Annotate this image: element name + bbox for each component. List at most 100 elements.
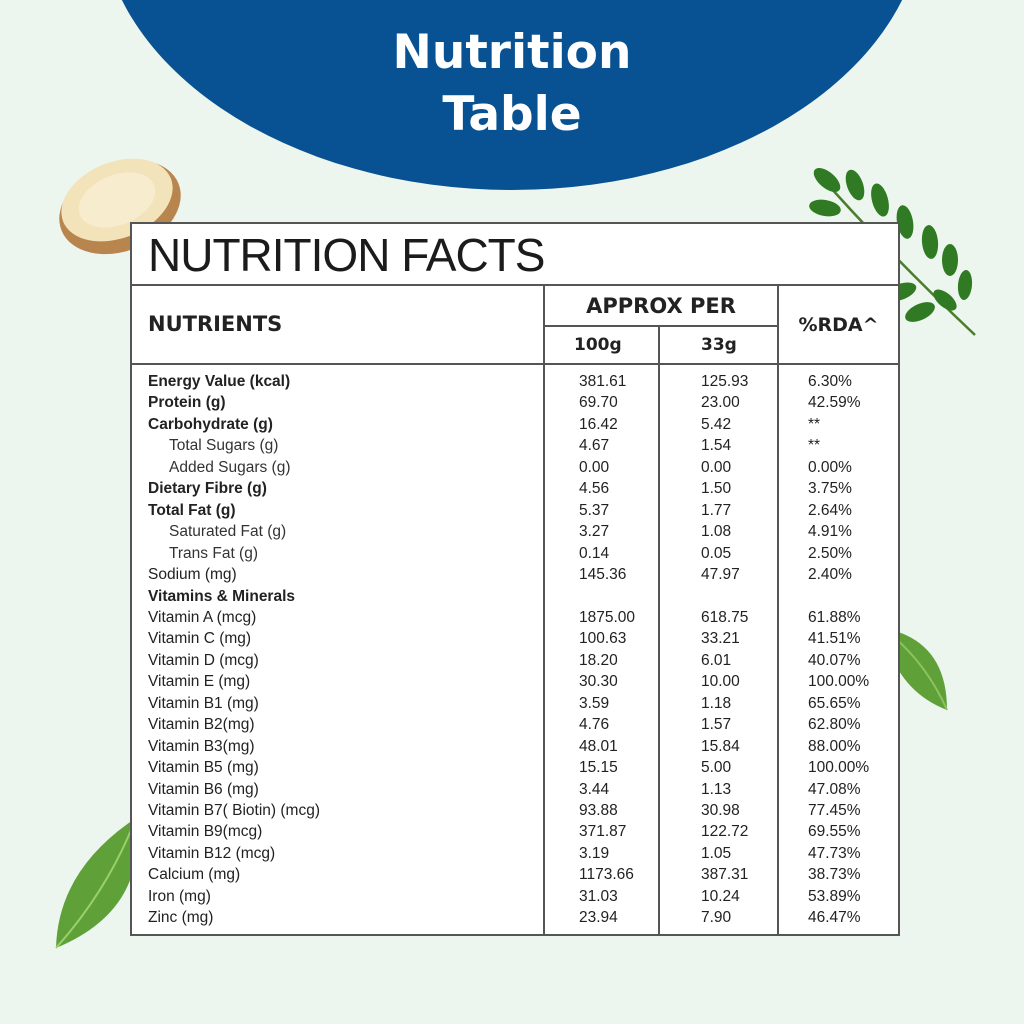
- value-per-100g: 0.14: [579, 544, 610, 562]
- value-per-100g: 4.67: [579, 437, 610, 455]
- value-per-33g: 1.08: [701, 523, 732, 541]
- value-per-100g: 3.44: [579, 780, 610, 798]
- table-row: Trans Fat (g) 0.14 0.05 2.50%: [132, 543, 898, 565]
- nutrient-name: Total Fat (g): [148, 501, 236, 519]
- value-per-100g: 381.61: [579, 373, 627, 390]
- value-per-100g: 3.27: [579, 523, 610, 541]
- value-rda: 88.00%: [808, 737, 861, 755]
- table-row: Vitamin B1 (mg) 3.59 1.18 65.65%: [132, 693, 898, 715]
- table-row: Vitamin A (mcg) 1875.00 618.75 61.88%: [132, 607, 898, 629]
- nutrient-name: Vitamin D (mcg): [148, 651, 259, 669]
- value-per-100g: 16.42: [579, 415, 618, 433]
- value-per-33g: 0.00: [701, 458, 732, 476]
- table-row: Zinc (mg) 23.94 7.90 46.47%: [132, 907, 898, 929]
- nutrient-name: Trans Fat (g): [169, 544, 258, 562]
- value-per-33g: 1.77: [701, 501, 732, 519]
- value-per-33g: 0.05: [701, 544, 732, 562]
- value-per-100g: 145.36: [579, 566, 627, 584]
- value-rda: **: [808, 437, 821, 455]
- nutrient-name: Added Sugars (g): [169, 458, 291, 476]
- value-rda: 40.07%: [808, 651, 861, 669]
- nutrient-name: Vitamin B7( Biotin) (mcg): [148, 802, 320, 819]
- column-divider: [658, 326, 660, 934]
- table-row: Calcium (mg) 1173.66 387.31 38.73%: [132, 864, 898, 886]
- nutrient-name: Zinc (mg): [148, 909, 214, 927]
- table-row: Vitamin C (mg) 100.63 33.21 41.51%: [132, 628, 898, 650]
- value-per-100g: 3.59: [579, 694, 610, 712]
- nutrient-name: Carbohydrate (g): [148, 415, 273, 433]
- nutrient-name: Vitamin B6 (mg): [148, 780, 259, 798]
- value-per-33g: 5.00: [701, 759, 732, 777]
- table-row: Sodium (mg) 145.36 47.97 2.40%: [132, 564, 898, 586]
- value-per-100g: 30.30: [579, 673, 618, 691]
- value-per-100g: 93.88: [579, 802, 618, 819]
- value-rda: 41.51%: [808, 630, 861, 648]
- value-per-100g: 371.87: [579, 823, 627, 841]
- value-per-33g: 1.05: [701, 844, 732, 862]
- table-row: Vitamin B3(mg) 48.01 15.84 88.00%: [132, 736, 898, 758]
- header-33g: 33g: [701, 335, 737, 355]
- value-per-100g: 31.03: [579, 887, 618, 905]
- header-rda: %RDA^: [798, 314, 879, 336]
- value-rda: 77.45%: [808, 802, 861, 819]
- header-approx-per: APPROX PER: [586, 294, 736, 318]
- table-row: Total Sugars (g) 4.67 1.54 **: [132, 435, 898, 457]
- nutrient-name: Iron (mg): [148, 887, 211, 905]
- column-divider: [777, 284, 779, 934]
- value-per-33g: 23.00: [701, 394, 740, 412]
- value-per-100g: 100.63: [579, 630, 627, 648]
- table-row: Protein (g) 69.70 23.00 42.59%: [132, 392, 898, 414]
- table-row: Added Sugars (g) 0.00 0.00 0.00%: [132, 457, 898, 479]
- column-divider: [543, 284, 545, 934]
- value-per-100g: 1173.66: [579, 866, 634, 884]
- table-row: Vitamin B12 (mcg) 3.19 1.05 47.73%: [132, 843, 898, 865]
- value-rda: 47.73%: [808, 844, 861, 862]
- value-per-100g: 5.37: [579, 501, 610, 519]
- table-row: Vitamin B6 (mg) 3.44 1.13 47.08%: [132, 779, 898, 801]
- value-per-100g: 4.76: [579, 716, 610, 734]
- value-per-100g: 69.70: [579, 394, 618, 412]
- nutrient-name: Energy Value (kcal): [148, 373, 291, 390]
- value-per-33g: 30.98: [701, 802, 740, 819]
- value-per-33g: 6.01: [701, 651, 732, 669]
- value-rda: 62.80%: [808, 716, 861, 734]
- nutrient-name: Calcium (mg): [148, 866, 241, 884]
- divider: [132, 363, 898, 365]
- nutrition-facts-heading: NUTRITION FACTS: [148, 229, 545, 281]
- value-per-33g: 125.93: [701, 373, 749, 390]
- table-row: Vitamin E (mg) 30.30 10.00 100.00%: [132, 671, 898, 693]
- nutrient-name: Vitamins & Minerals: [148, 587, 296, 605]
- table-row: Saturated Fat (g) 3.27 1.08 4.91%: [132, 521, 898, 543]
- value-rda: 2.40%: [808, 566, 852, 584]
- table-row: Energy Value (kcal) 381.61 125.93 6.30%: [132, 371, 898, 393]
- value-rda: 2.64%: [808, 501, 852, 519]
- value-rda: 100.00%: [808, 673, 870, 691]
- value-rda: 3.75%: [808, 480, 852, 498]
- nutrition-facts-table: NUTRITION FACTS NUTRIENTS APPROX PER 100…: [130, 222, 900, 936]
- table-row: Iron (mg) 31.03 10.24 53.89%: [132, 886, 898, 908]
- value-per-100g: 4.56: [579, 480, 610, 498]
- value-rda: 46.47%: [808, 909, 861, 927]
- value-per-33g: 10.00: [701, 673, 740, 691]
- table-row: Dietary Fibre (g) 4.56 1.50 3.75%: [132, 478, 898, 500]
- value-per-33g: 1.54: [701, 437, 732, 455]
- value-per-33g: 47.97: [701, 566, 740, 584]
- nutrient-name: Vitamin B3(mg): [148, 737, 255, 755]
- value-per-100g: 18.20: [579, 651, 618, 669]
- nutrient-name: Vitamin B9(mcg): [148, 823, 263, 841]
- value-per-33g: 1.18: [701, 694, 732, 712]
- value-rda: 65.65%: [808, 694, 861, 712]
- page-title-line-2: Table: [442, 87, 582, 142]
- table-row: Vitamin B2(mg) 4.76 1.57 62.80%: [132, 714, 898, 736]
- value-per-33g: 1.13: [701, 780, 732, 798]
- divider: [132, 284, 898, 286]
- value-rda: 47.08%: [808, 780, 861, 798]
- table-row: Vitamin B7( Biotin) (mcg) 93.88 30.98 77.45…: [132, 800, 898, 822]
- value-rda: 6.30%: [808, 373, 852, 390]
- page-title-line-1: Nutrition: [392, 25, 632, 80]
- header-100g: 100g: [574, 335, 622, 355]
- nutrient-name: Vitamin A (mcg): [148, 608, 257, 626]
- green-leaf-icon: [55, 817, 138, 949]
- table-row: Vitamin D (mcg) 18.20 6.01 40.07%: [132, 650, 898, 672]
- value-rda: 69.55%: [808, 823, 861, 841]
